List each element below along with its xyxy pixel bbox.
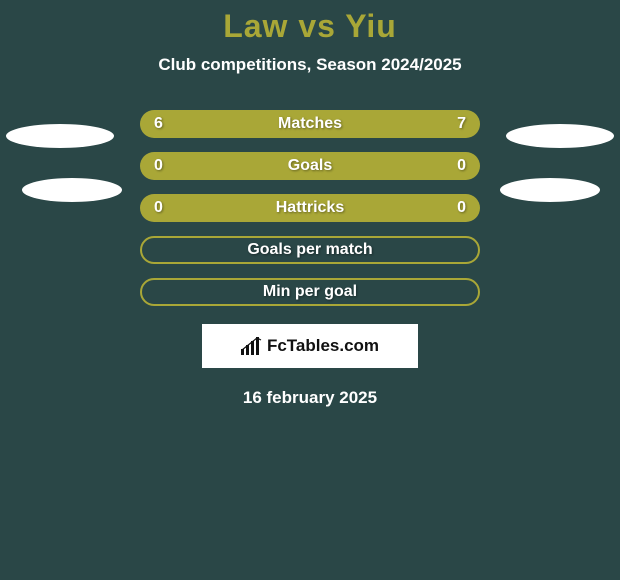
stat-goals-left: 0 [154,157,163,175]
brand-text: FcTables.com [267,336,379,356]
stat-row-min-per-goal: Min per goal [140,278,480,306]
team-left-badge-placeholder-1 [6,124,114,148]
stat-matches-left: 6 [154,115,163,133]
stat-hattricks-right: 0 [457,199,466,217]
stat-goals-right: 0 [457,157,466,175]
team-left-badge-placeholder-2 [22,178,122,202]
page-title: Law vs Yiu [0,8,620,45]
stat-row-goals-per-match: Goals per match [140,236,480,264]
stat-row-hattricks: 0 Hattricks 0 [140,194,480,222]
team-right-badge-placeholder-1 [506,124,614,148]
date-label: 16 february 2025 [0,388,620,408]
stat-hattricks-left: 0 [154,199,163,217]
page-subtitle: Club competitions, Season 2024/2025 [0,55,620,75]
stat-hattricks-label: Hattricks [276,199,344,217]
stat-mpg-label: Min per goal [263,283,357,301]
team-right-badge-placeholder-2 [500,178,600,202]
stat-matches-right: 7 [457,115,466,133]
stat-row-matches: 6 Matches 7 [140,110,480,138]
comparison-card: Law vs Yiu Club competitions, Season 202… [0,0,620,408]
stat-matches-label: Matches [278,115,342,133]
brand-badge: FcTables.com [202,324,418,368]
stat-goals-label: Goals [288,157,332,175]
chart-icon [241,337,263,355]
stat-gpm-label: Goals per match [247,241,372,259]
stat-row-goals: 0 Goals 0 [140,152,480,180]
